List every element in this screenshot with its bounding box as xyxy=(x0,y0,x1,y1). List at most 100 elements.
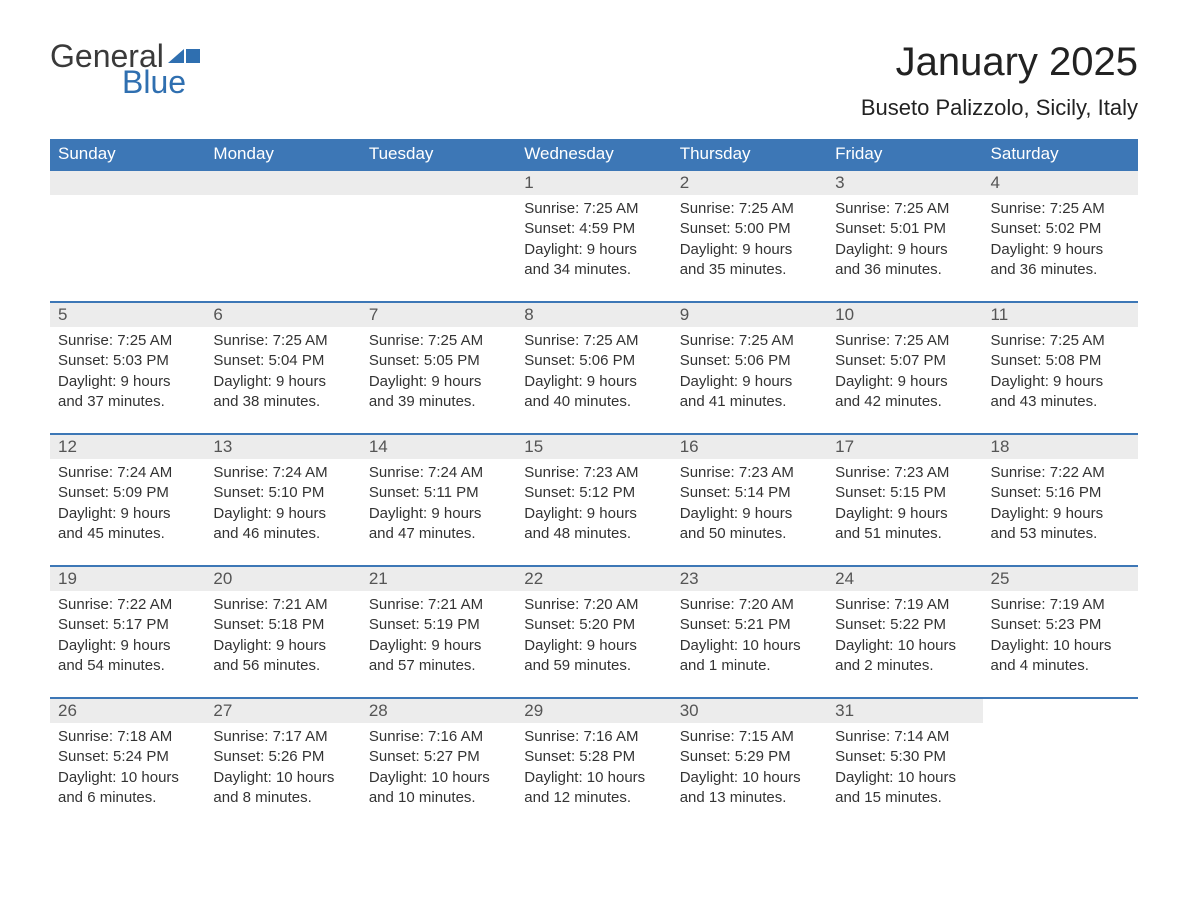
sunrise-text: Sunrise: 7:23 AM xyxy=(524,463,663,483)
day-number: 13 xyxy=(205,435,360,459)
sunrise-text: Sunrise: 7:25 AM xyxy=(991,199,1130,219)
sunset-text: Sunset: 5:20 PM xyxy=(524,615,663,635)
daylight-text: Daylight: 10 hours and 15 minutes. xyxy=(835,768,974,809)
daylight-text: Daylight: 9 hours and 35 minutes. xyxy=(680,240,819,281)
calendar-cell: 15Sunrise: 7:23 AMSunset: 5:12 PMDayligh… xyxy=(516,434,671,566)
sunset-text: Sunset: 5:24 PM xyxy=(58,747,197,767)
sunrise-text: Sunrise: 7:21 AM xyxy=(213,595,352,615)
sunset-text: Sunset: 5:04 PM xyxy=(213,351,352,371)
day-number: 6 xyxy=(205,303,360,327)
day-body: Sunrise: 7:25 AMSunset: 5:08 PMDaylight:… xyxy=(983,327,1138,420)
sunrise-text: Sunrise: 7:24 AM xyxy=(58,463,197,483)
day-number: 1 xyxy=(516,171,671,195)
calendar-cell: 25Sunrise: 7:19 AMSunset: 5:23 PMDayligh… xyxy=(983,566,1138,698)
day-body: Sunrise: 7:24 AMSunset: 5:11 PMDaylight:… xyxy=(361,459,516,552)
day-number: 26 xyxy=(50,699,205,723)
day-number: 17 xyxy=(827,435,982,459)
daylight-text: Daylight: 9 hours and 39 minutes. xyxy=(369,372,508,413)
daylight-text: Daylight: 9 hours and 47 minutes. xyxy=(369,504,508,545)
day-body: Sunrise: 7:19 AMSunset: 5:23 PMDaylight:… xyxy=(983,591,1138,684)
sunset-text: Sunset: 5:30 PM xyxy=(835,747,974,767)
calendar-cell: 12Sunrise: 7:24 AMSunset: 5:09 PMDayligh… xyxy=(50,434,205,566)
day-body: Sunrise: 7:22 AMSunset: 5:17 PMDaylight:… xyxy=(50,591,205,684)
day-number: 12 xyxy=(50,435,205,459)
calendar-row: 5Sunrise: 7:25 AMSunset: 5:03 PMDaylight… xyxy=(50,302,1138,434)
sunrise-text: Sunrise: 7:16 AM xyxy=(369,727,508,747)
daylight-text: Daylight: 10 hours and 2 minutes. xyxy=(835,636,974,677)
sunset-text: Sunset: 5:02 PM xyxy=(991,219,1130,239)
daylight-text: Daylight: 9 hours and 37 minutes. xyxy=(58,372,197,413)
sunset-text: Sunset: 5:28 PM xyxy=(524,747,663,767)
daylight-text: Daylight: 10 hours and 10 minutes. xyxy=(369,768,508,809)
day-number: 2 xyxy=(672,171,827,195)
day-body: Sunrise: 7:25 AMSunset: 5:03 PMDaylight:… xyxy=(50,327,205,420)
calendar-cell: 30Sunrise: 7:15 AMSunset: 5:29 PMDayligh… xyxy=(672,698,827,830)
daylight-text: Daylight: 9 hours and 42 minutes. xyxy=(835,372,974,413)
sunset-text: Sunset: 5:27 PM xyxy=(369,747,508,767)
sunrise-text: Sunrise: 7:20 AM xyxy=(680,595,819,615)
sunset-text: Sunset: 5:01 PM xyxy=(835,219,974,239)
day-body: Sunrise: 7:25 AMSunset: 5:06 PMDaylight:… xyxy=(516,327,671,420)
day-body: Sunrise: 7:25 AMSunset: 5:07 PMDaylight:… xyxy=(827,327,982,420)
day-body: Sunrise: 7:22 AMSunset: 5:16 PMDaylight:… xyxy=(983,459,1138,552)
day-number: 3 xyxy=(827,171,982,195)
weekday-header: Monday xyxy=(205,139,360,170)
daylight-text: Daylight: 9 hours and 50 minutes. xyxy=(680,504,819,545)
day-body: Sunrise: 7:14 AMSunset: 5:30 PMDaylight:… xyxy=(827,723,982,816)
sunrise-text: Sunrise: 7:14 AM xyxy=(835,727,974,747)
sunset-text: Sunset: 5:18 PM xyxy=(213,615,352,635)
daylight-text: Daylight: 10 hours and 1 minute. xyxy=(680,636,819,677)
daylight-text: Daylight: 9 hours and 45 minutes. xyxy=(58,504,197,545)
calendar-row: 12Sunrise: 7:24 AMSunset: 5:09 PMDayligh… xyxy=(50,434,1138,566)
sunset-text: Sunset: 5:10 PM xyxy=(213,483,352,503)
daylight-text: Daylight: 9 hours and 51 minutes. xyxy=(835,504,974,545)
day-number: 7 xyxy=(361,303,516,327)
day-number-empty xyxy=(983,699,1138,723)
day-number: 8 xyxy=(516,303,671,327)
day-body: Sunrise: 7:25 AMSunset: 5:01 PMDaylight:… xyxy=(827,195,982,288)
sunrise-text: Sunrise: 7:24 AM xyxy=(213,463,352,483)
sunrise-text: Sunrise: 7:22 AM xyxy=(58,595,197,615)
day-number: 5 xyxy=(50,303,205,327)
daylight-text: Daylight: 9 hours and 43 minutes. xyxy=(991,372,1130,413)
calendar-cell: 28Sunrise: 7:16 AMSunset: 5:27 PMDayligh… xyxy=(361,698,516,830)
day-number-empty xyxy=(361,171,516,195)
sunset-text: Sunset: 5:14 PM xyxy=(680,483,819,503)
day-body: Sunrise: 7:23 AMSunset: 5:12 PMDaylight:… xyxy=(516,459,671,552)
day-body: Sunrise: 7:16 AMSunset: 5:28 PMDaylight:… xyxy=(516,723,671,816)
day-body: Sunrise: 7:24 AMSunset: 5:09 PMDaylight:… xyxy=(50,459,205,552)
daylight-text: Daylight: 9 hours and 53 minutes. xyxy=(991,504,1130,545)
daylight-text: Daylight: 9 hours and 41 minutes. xyxy=(680,372,819,413)
daylight-text: Daylight: 10 hours and 13 minutes. xyxy=(680,768,819,809)
sunset-text: Sunset: 5:07 PM xyxy=(835,351,974,371)
daylight-text: Daylight: 9 hours and 54 minutes. xyxy=(58,636,197,677)
sunrise-text: Sunrise: 7:21 AM xyxy=(369,595,508,615)
day-body: Sunrise: 7:20 AMSunset: 5:20 PMDaylight:… xyxy=(516,591,671,684)
calendar-cell: 24Sunrise: 7:19 AMSunset: 5:22 PMDayligh… xyxy=(827,566,982,698)
day-number: 31 xyxy=(827,699,982,723)
day-number-empty xyxy=(50,171,205,195)
sunrise-text: Sunrise: 7:25 AM xyxy=(991,331,1130,351)
sunrise-text: Sunrise: 7:23 AM xyxy=(835,463,974,483)
day-number-empty xyxy=(205,171,360,195)
daylight-text: Daylight: 9 hours and 38 minutes. xyxy=(213,372,352,413)
sunset-text: Sunset: 5:19 PM xyxy=(369,615,508,635)
calendar-cell: 3Sunrise: 7:25 AMSunset: 5:01 PMDaylight… xyxy=(827,170,982,302)
day-body: Sunrise: 7:16 AMSunset: 5:27 PMDaylight:… xyxy=(361,723,516,816)
brand-blue-text: Blue xyxy=(122,66,208,98)
sunset-text: Sunset: 5:05 PM xyxy=(369,351,508,371)
day-number: 15 xyxy=(516,435,671,459)
calendar-body: 1Sunrise: 7:25 AMSunset: 4:59 PMDaylight… xyxy=(50,170,1138,830)
sunset-text: Sunset: 5:08 PM xyxy=(991,351,1130,371)
daylight-text: Daylight: 10 hours and 4 minutes. xyxy=(991,636,1130,677)
sunrise-text: Sunrise: 7:25 AM xyxy=(524,199,663,219)
sunrise-text: Sunrise: 7:20 AM xyxy=(524,595,663,615)
calendar-cell: 20Sunrise: 7:21 AMSunset: 5:18 PMDayligh… xyxy=(205,566,360,698)
calendar-cell xyxy=(983,698,1138,830)
sunrise-text: Sunrise: 7:18 AM xyxy=(58,727,197,747)
daylight-text: Daylight: 9 hours and 36 minutes. xyxy=(991,240,1130,281)
brand-logo: General Blue xyxy=(50,40,208,98)
weekday-header-row: Sunday Monday Tuesday Wednesday Thursday… xyxy=(50,139,1138,170)
calendar-cell: 5Sunrise: 7:25 AMSunset: 5:03 PMDaylight… xyxy=(50,302,205,434)
weekday-header: Saturday xyxy=(983,139,1138,170)
